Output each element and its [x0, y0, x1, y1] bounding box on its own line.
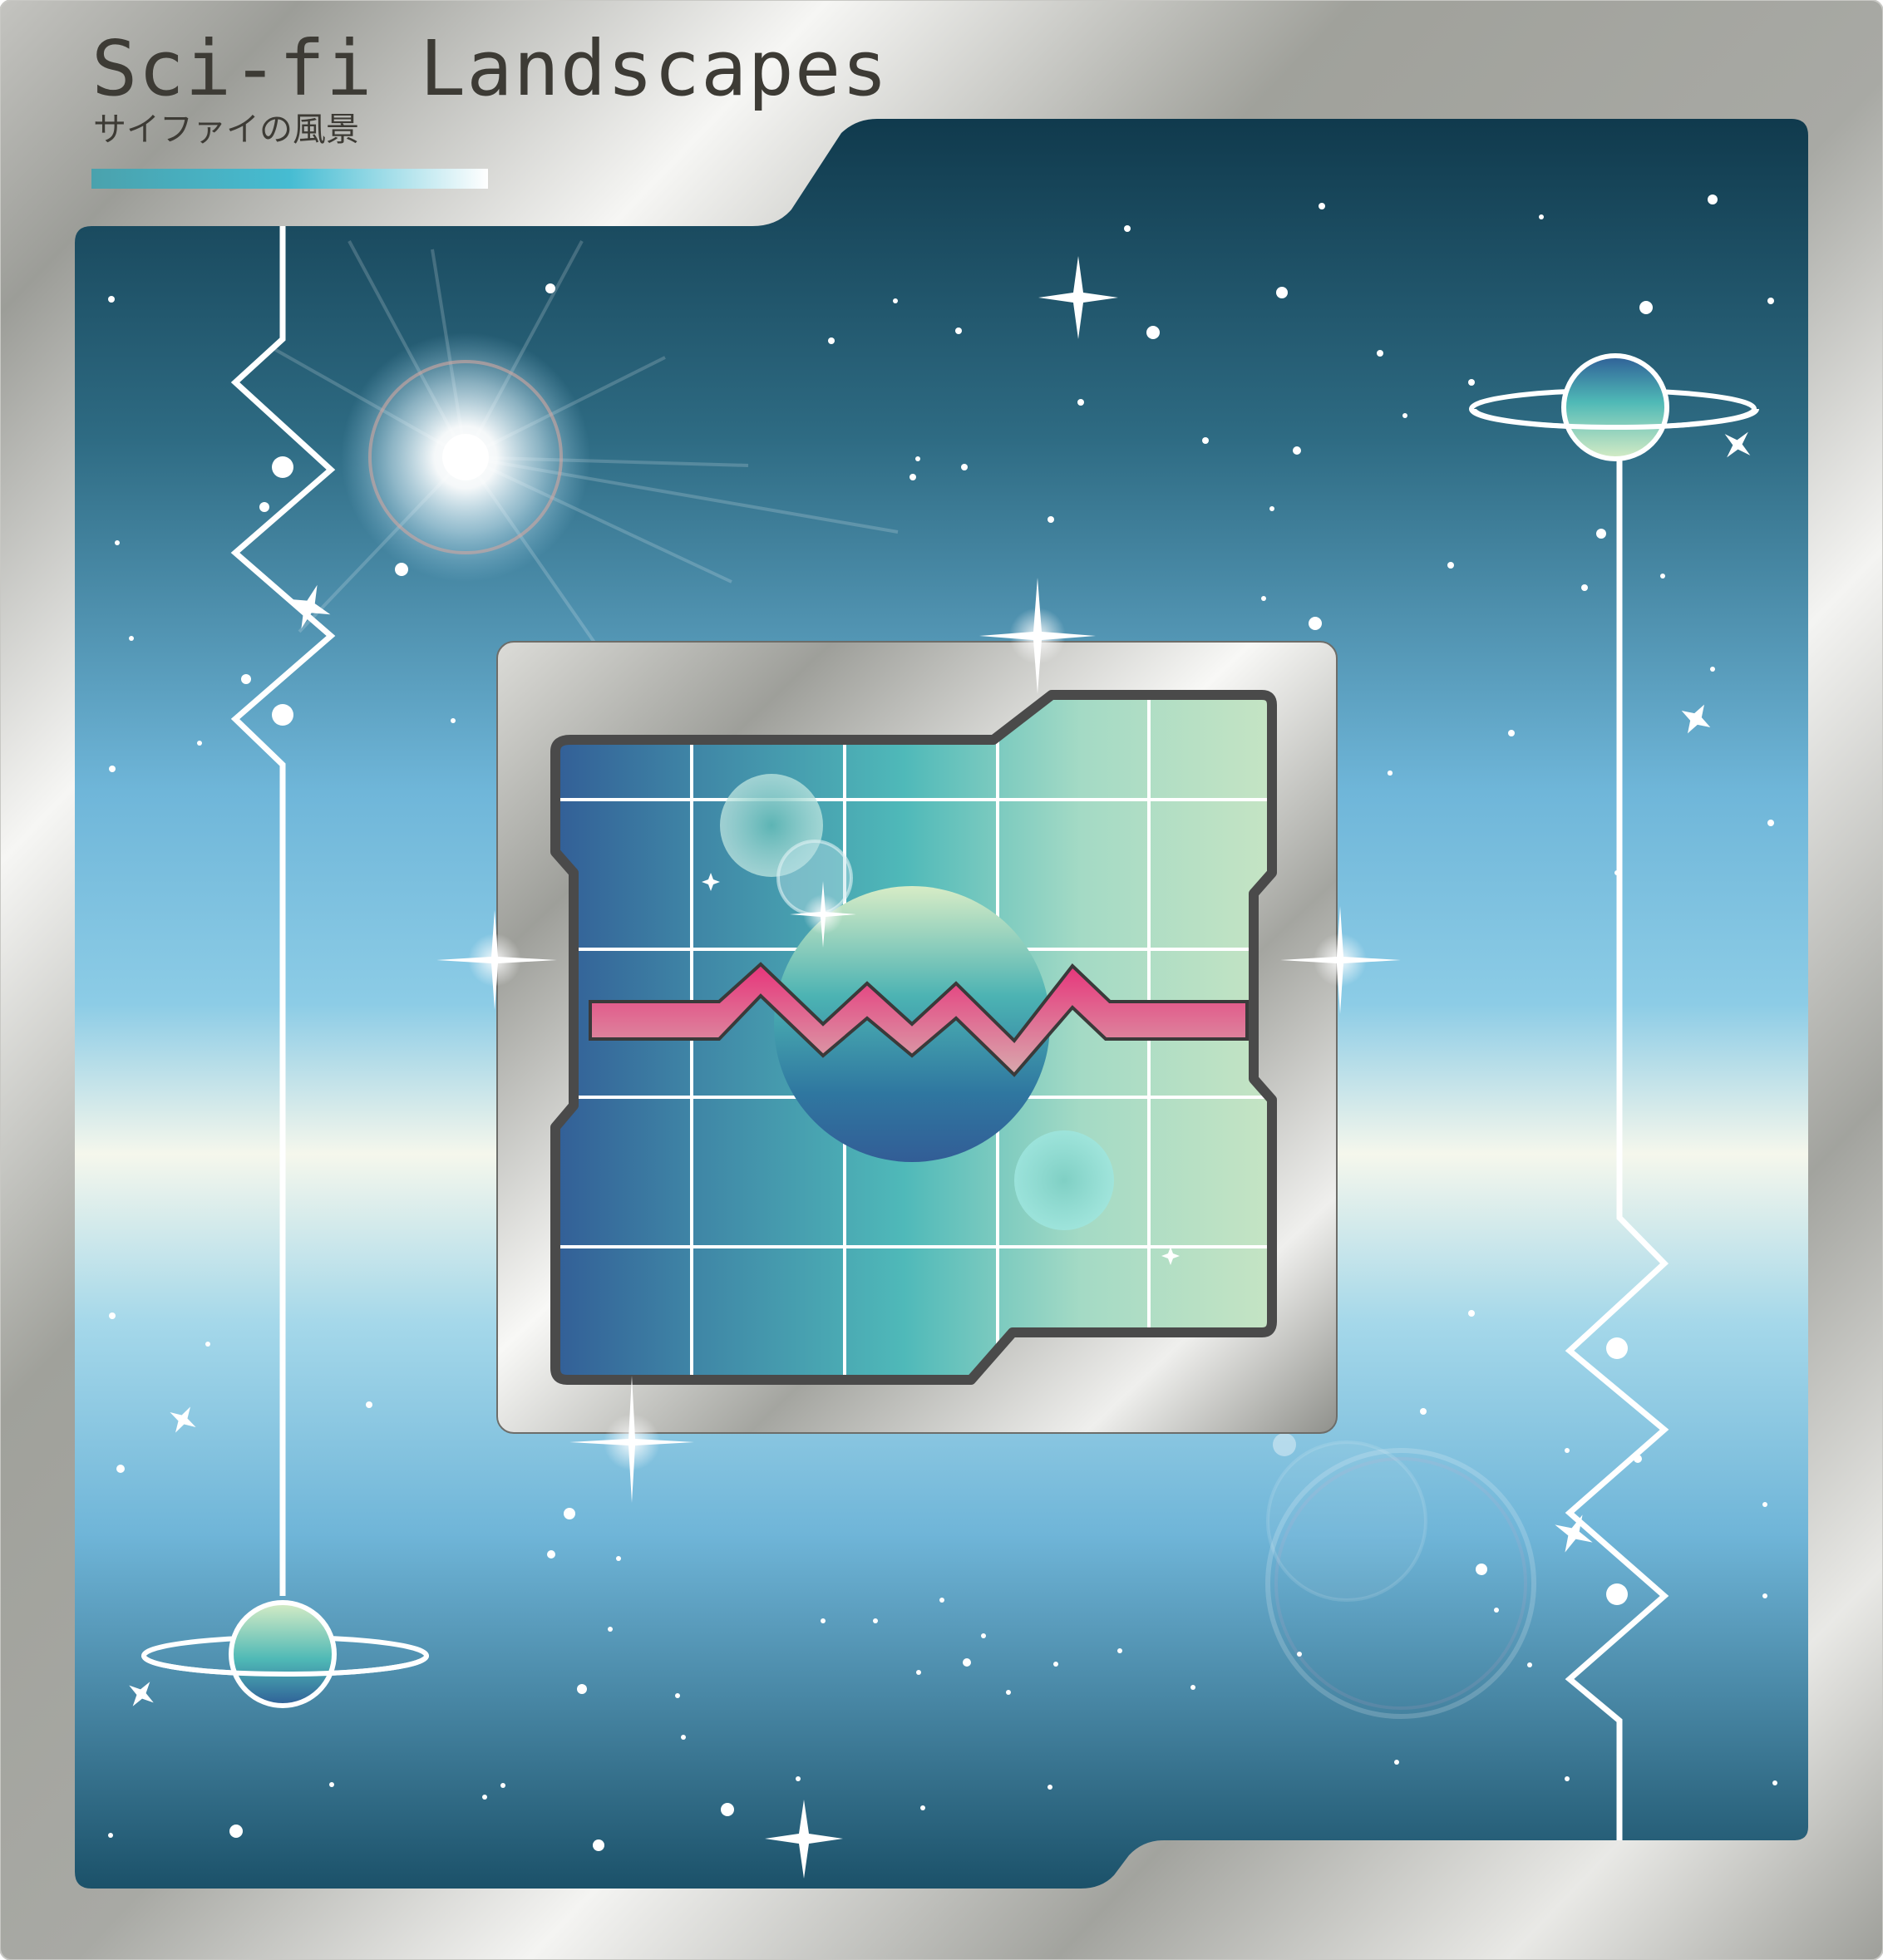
title-accent-bar [91, 169, 488, 189]
sparkle-star-icon [170, 1406, 196, 1433]
left-circuit-line [230, 226, 336, 1596]
right-circuit-line [1565, 459, 1669, 1840]
sparkle-star-icon [765, 1800, 843, 1879]
ringed-planet-bottom [141, 1600, 429, 1708]
sparkle-star-icon [1038, 256, 1118, 339]
lens-flare [1265, 1433, 1536, 1719]
sparkle-star-icon [288, 584, 331, 629]
sparkle-star-icon [1681, 704, 1711, 734]
bubble [720, 774, 823, 877]
bubble [1014, 1130, 1114, 1230]
display-screen [550, 690, 1277, 1385]
mountain-band [589, 962, 1249, 1077]
sparkle-star-icon [1555, 1514, 1593, 1553]
star-field [108, 195, 1777, 1851]
sparkle-stars [129, 256, 1751, 1879]
sun-icon [274, 240, 899, 650]
sparkle-star-icon [129, 1682, 154, 1706]
sparkle-star-icon [1724, 431, 1751, 458]
ringed-planet-top [1469, 353, 1759, 461]
card-title: Sci-fi Landscapes [91, 24, 889, 113]
frame-glints [436, 578, 1401, 1503]
card-subtitle: サイファイの風景 [93, 111, 359, 149]
